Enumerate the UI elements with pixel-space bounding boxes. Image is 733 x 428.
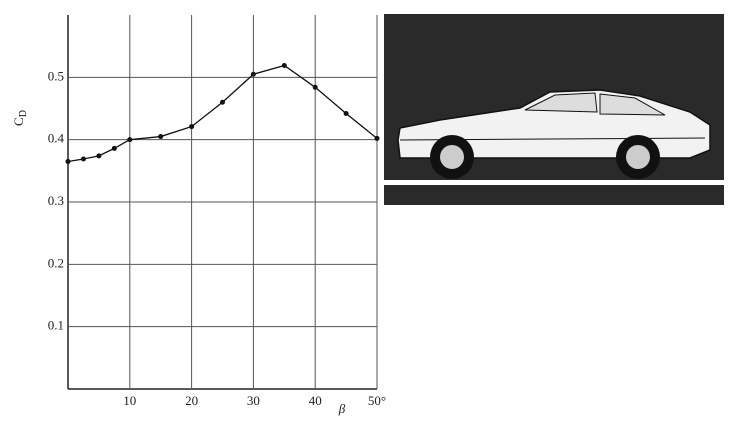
y-tick-label: 0.3	[48, 193, 64, 208]
data-point	[96, 153, 101, 158]
data-point	[66, 159, 71, 164]
chart: 0.1 0.2 0.3 0.4 0.5 10 20 30 40 50° β CD	[11, 15, 386, 416]
data-point	[158, 134, 163, 139]
data-point	[220, 100, 225, 105]
data-point	[189, 124, 194, 129]
y-tick-label: 0.2	[48, 255, 64, 270]
y-tick-label: 0.5	[48, 68, 64, 83]
data-point	[313, 85, 318, 90]
y-axis-label-sub: D	[18, 110, 29, 117]
data-point	[251, 72, 256, 77]
x-tick-label: 30	[247, 393, 260, 408]
page: 0.1 0.2 0.3 0.4 0.5 10 20 30 40 50° β CD	[0, 0, 733, 428]
data-point	[127, 137, 132, 142]
data-point	[282, 63, 287, 68]
x-tick-label: 50°	[368, 393, 386, 408]
x-axis-label: β	[338, 401, 346, 416]
car-photo	[384, 14, 724, 205]
y-tick-label: 0.4	[48, 131, 65, 146]
x-tick-label: 10	[123, 393, 136, 408]
data-point	[112, 146, 117, 151]
data-point	[344, 111, 349, 116]
data-point	[375, 136, 380, 141]
x-tick-label: 40	[309, 393, 322, 408]
y-axis-label-main: C	[11, 117, 26, 126]
y-tick-label: 0.1	[48, 318, 64, 333]
x-tick-label: 20	[185, 393, 198, 408]
data-point	[81, 156, 86, 161]
y-axis-label: CD	[11, 110, 29, 126]
